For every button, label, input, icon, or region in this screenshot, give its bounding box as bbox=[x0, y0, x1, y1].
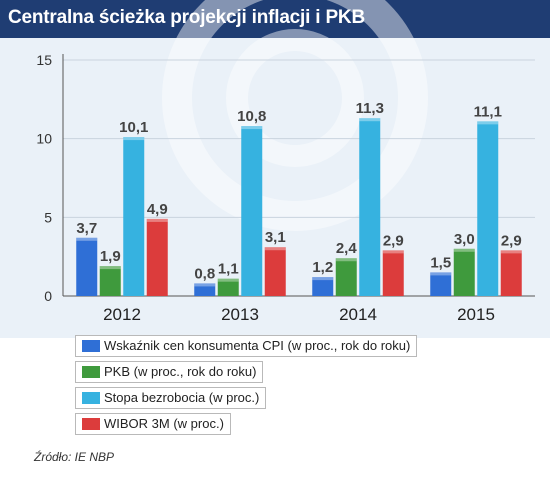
bar-cpi bbox=[312, 277, 334, 296]
bar-highlight bbox=[335, 258, 357, 262]
bar-pkb bbox=[217, 278, 239, 296]
bar-wibor bbox=[264, 247, 286, 296]
bar-pkb bbox=[99, 266, 121, 296]
legend-label-cpi: Wskaźnik cen konsumenta CPI (w proc., ro… bbox=[104, 338, 411, 353]
data-label: 1,9 bbox=[100, 248, 121, 265]
bar-cpi bbox=[194, 283, 216, 296]
data-label: 11,1 bbox=[474, 103, 502, 120]
data-label: 1,2 bbox=[312, 259, 333, 276]
bar-highlight bbox=[146, 218, 168, 222]
bar-highlight bbox=[241, 126, 263, 130]
x-tick-label: 2012 bbox=[103, 305, 141, 324]
bar-wibor bbox=[500, 250, 522, 296]
x-tick-label: 2013 bbox=[221, 305, 259, 324]
legend-swatch-wibor bbox=[82, 418, 100, 430]
y-tick-label: 10 bbox=[36, 131, 52, 147]
data-label: 0,8 bbox=[194, 265, 215, 282]
legend-item-cpi: Wskaźnik cen konsumenta CPI (w proc., ro… bbox=[75, 335, 418, 357]
watermark-ring-inner bbox=[226, 29, 364, 167]
data-label: 2,9 bbox=[501, 232, 522, 249]
source-note: Źródło: IE NBP bbox=[34, 450, 115, 464]
x-tick-label: 2014 bbox=[339, 305, 377, 324]
legend-label-pkb: PKB (w proc., rok do roku) bbox=[104, 364, 257, 379]
bar-highlight bbox=[76, 237, 98, 241]
x-tick-label: 2015 bbox=[457, 305, 495, 324]
legend-item-unemployment: Stopa bezrobocia (w proc.) bbox=[75, 387, 267, 409]
bar-highlight bbox=[477, 121, 499, 125]
data-label: 3,1 bbox=[265, 229, 286, 246]
legend-item-pkb: PKB (w proc., rok do roku) bbox=[75, 361, 264, 383]
bar-highlight bbox=[264, 247, 286, 251]
bar-pkb bbox=[453, 248, 475, 296]
data-label: 2,4 bbox=[336, 240, 358, 257]
bar-cpi bbox=[430, 272, 452, 296]
legend-label-wibor: WIBOR 3M (w proc.) bbox=[104, 416, 224, 431]
legend-item-wibor: WIBOR 3M (w proc.) bbox=[75, 413, 231, 435]
bar-wibor bbox=[382, 250, 404, 296]
bar-highlight bbox=[453, 248, 475, 252]
bar-highlight bbox=[500, 250, 522, 254]
y-tick-label: 15 bbox=[36, 52, 52, 68]
bar-highlight bbox=[99, 266, 121, 270]
bar-unemployment bbox=[477, 121, 499, 296]
bar-highlight bbox=[430, 272, 452, 276]
legend-swatch-unemployment bbox=[82, 392, 100, 404]
watermark-ring bbox=[162, 0, 428, 231]
bar-wibor bbox=[146, 218, 168, 296]
data-label: 11,3 bbox=[356, 100, 384, 117]
bar-pkb bbox=[335, 258, 357, 296]
bar-highlight bbox=[382, 250, 404, 254]
data-label: 10,1 bbox=[119, 119, 148, 136]
bar-cpi bbox=[76, 237, 98, 296]
bar-unemployment bbox=[241, 126, 263, 296]
bar-highlight bbox=[359, 118, 381, 122]
legend-swatch-cpi bbox=[82, 340, 100, 352]
bar-highlight bbox=[217, 278, 239, 282]
bar-unemployment bbox=[123, 137, 145, 296]
data-label: 4,9 bbox=[147, 201, 168, 218]
legend-label-unemployment: Stopa bezrobocia (w proc.) bbox=[104, 390, 260, 405]
bar-chart: 0 5 10 15 3,71,9 10,1 4,9 2012 0,8 1,1 10,8 3,1 2013… bbox=[36, 0, 535, 324]
y-tick-label: 5 bbox=[44, 209, 52, 225]
data-label: 3,7 bbox=[76, 220, 97, 237]
bar-highlight bbox=[123, 137, 145, 141]
data-label: 2,9 bbox=[383, 232, 404, 249]
chart-header: Centralna ścieżka projekcji inflacji i P… bbox=[0, 0, 550, 38]
data-label: 3,0 bbox=[454, 231, 475, 248]
bar-highlight bbox=[194, 283, 216, 287]
bar-unemployment bbox=[359, 118, 381, 296]
bar-highlight bbox=[312, 277, 334, 281]
data-label: 1,1 bbox=[218, 261, 239, 278]
data-label: 10,8 bbox=[237, 108, 266, 125]
data-label: 1,5 bbox=[430, 254, 451, 271]
chart-title: Centralna ścieżka projekcji inflacji i P… bbox=[8, 7, 365, 28]
legend-swatch-pkb bbox=[82, 366, 100, 378]
y-tick-label: 0 bbox=[44, 288, 52, 304]
